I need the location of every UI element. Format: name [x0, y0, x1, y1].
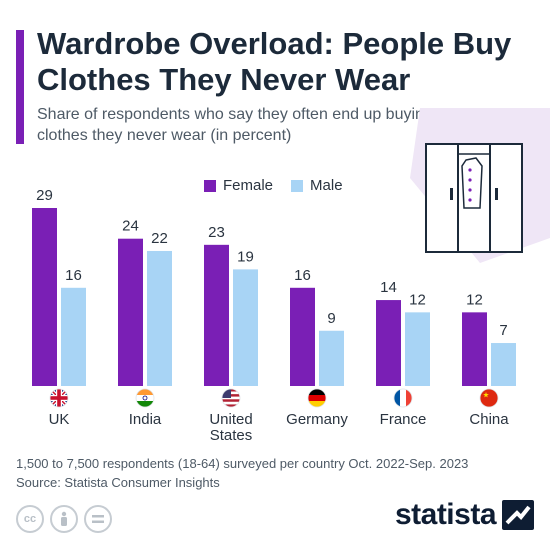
category-label-india: India: [129, 411, 162, 428]
value-label-female-india: 24: [122, 218, 139, 235]
source-note: Source: Statista Consumer Insights: [16, 475, 220, 490]
survey-note: 1,500 to 7,500 respondents (18-64) surve…: [16, 456, 469, 471]
chart-legend: Female Male: [204, 177, 343, 194]
bar-female-germany: [290, 287, 315, 386]
bar-male-united-states: [233, 269, 258, 386]
value-label-female-united-states: 23: [208, 224, 225, 241]
category-label-united-states-line-1: United: [209, 411, 252, 428]
legend-label-female: Female: [223, 177, 274, 194]
chart-subtitle: Share of respondents who say they often …: [37, 106, 433, 144]
category-label-germany: Germany: [286, 411, 348, 428]
bar-male-uk: [61, 287, 86, 386]
statista-logo: statista: [395, 498, 534, 532]
china-flag-icon: [479, 388, 499, 408]
value-label-female-china: 12: [466, 291, 483, 308]
value-label-female-france: 14: [380, 279, 397, 296]
category-label-uk: UK: [49, 411, 70, 428]
category-label-china: China: [469, 411, 509, 428]
bar-male-india: [147, 250, 172, 386]
bar-female-france: [376, 300, 401, 386]
value-label-male-united-states: 19: [237, 248, 254, 265]
chart-title: Wardrobe Overload: People Buy Clothes Th…: [37, 26, 512, 97]
legend-swatch-female: [204, 179, 216, 192]
value-label-male-uk: 16: [65, 267, 82, 284]
no-derivatives-icon: [84, 505, 112, 533]
value-label-male-france: 12: [409, 291, 426, 308]
license-icons: cc: [16, 505, 112, 533]
category-label-united-states-line-2: States: [210, 427, 253, 444]
wardrobe-illustration: [410, 108, 550, 263]
category-label-france: France: [380, 411, 427, 428]
creative-commons-icon: cc: [16, 505, 44, 533]
attribution-icon: [50, 505, 78, 533]
title-accent-bar: [16, 30, 24, 144]
statista-wordmark: statista: [394, 498, 497, 531]
legend-item-male: Male: [291, 177, 343, 194]
uk-flag-icon: [49, 388, 69, 408]
legend-item-female: Female: [204, 177, 273, 194]
bar-female-china: [462, 312, 487, 386]
bar-female-uk: [32, 208, 57, 386]
france-flag-icon: [393, 388, 413, 408]
value-label-female-uk: 29: [36, 187, 53, 204]
germany-flag-icon: [307, 388, 327, 408]
value-label-male-china: 7: [499, 322, 507, 339]
statista-logo-icon: [502, 500, 534, 530]
chart-footnote: 1,500 to 7,500 respondents (18-64) surve…: [16, 454, 468, 492]
legend-label-male: Male: [310, 177, 343, 194]
legend-swatch-male: [291, 179, 304, 192]
bar-female-india: [118, 238, 143, 386]
united-states-flag-icon: [221, 388, 241, 408]
value-label-male-india: 22: [151, 230, 168, 247]
bar-male-france: [405, 312, 430, 386]
value-label-female-germany: 16: [294, 267, 311, 284]
bar-male-china: [491, 343, 516, 386]
bar-male-germany: [319, 330, 344, 386]
bar-female-united-states: [204, 244, 229, 386]
india-flag-icon: [135, 388, 155, 408]
value-label-male-germany: 9: [327, 310, 335, 327]
